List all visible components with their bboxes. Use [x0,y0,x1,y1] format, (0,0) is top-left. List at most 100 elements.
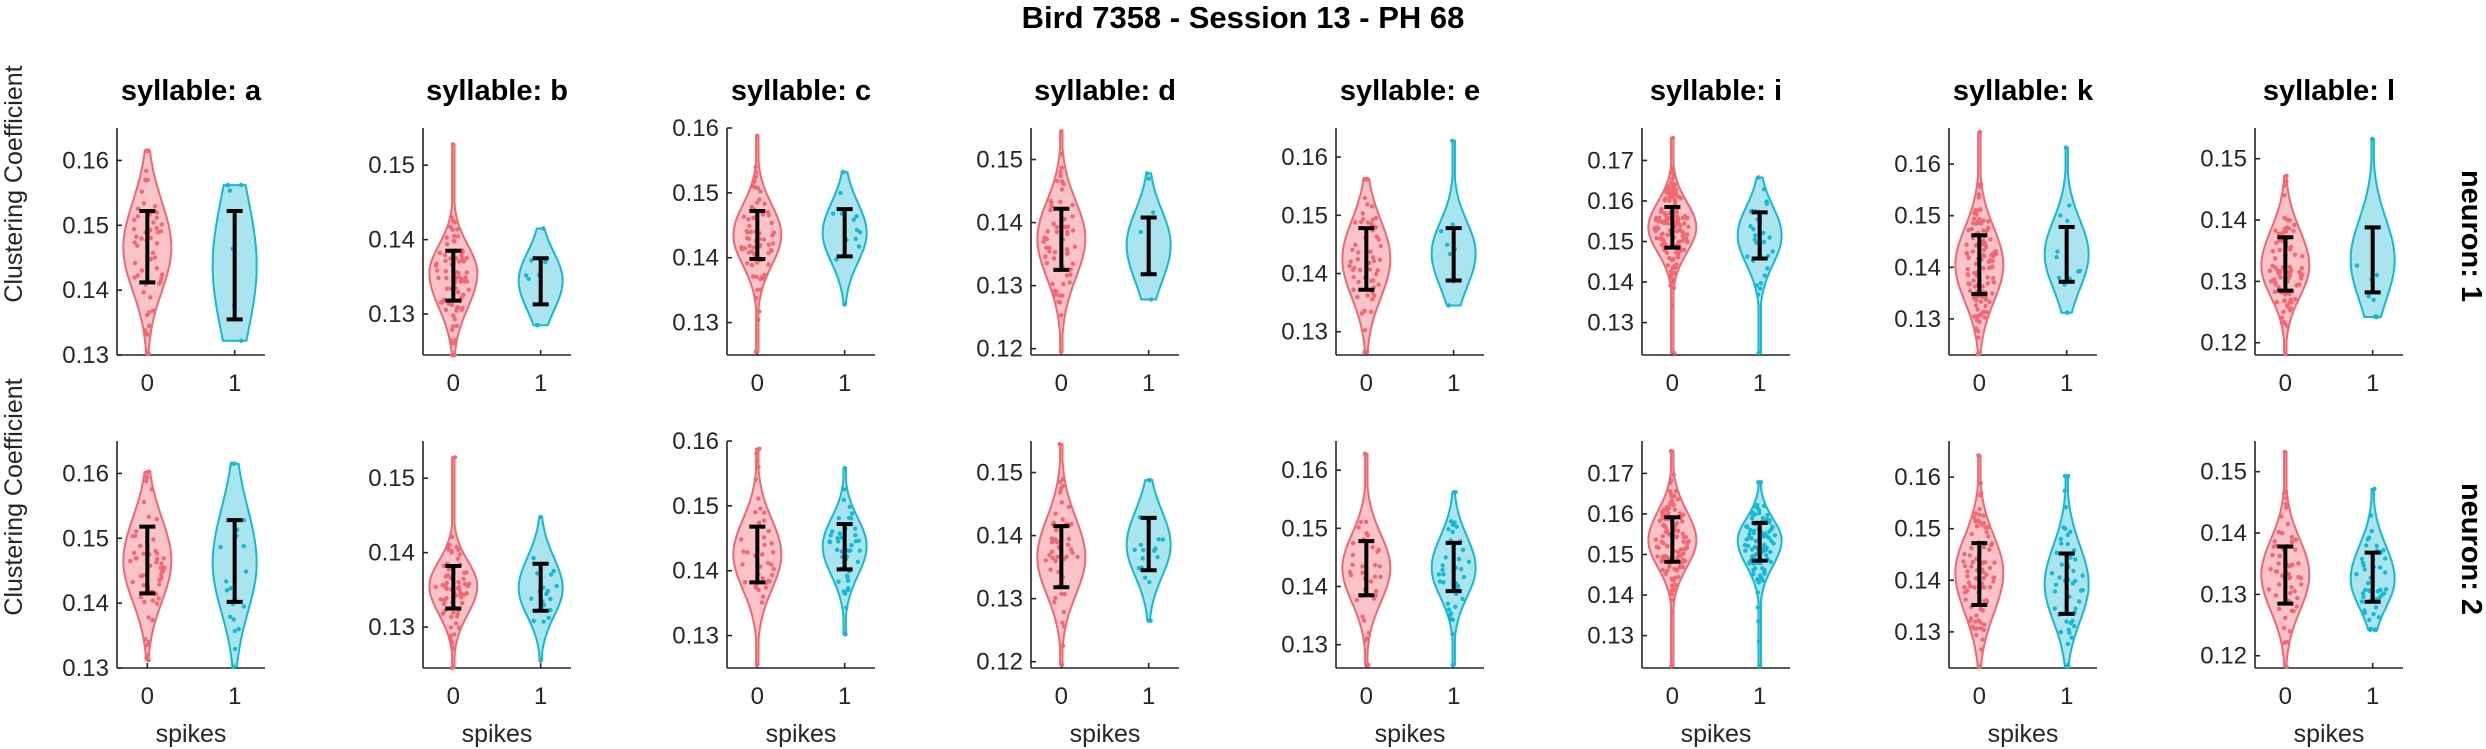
data-point [753,170,759,175]
data-point [450,324,456,329]
data-point [462,581,467,587]
data-point [2276,561,2281,566]
data-point [1980,310,1985,315]
data-point [152,204,158,209]
data-point [1466,559,1472,564]
data-point [1982,585,1987,590]
data-point [149,487,154,492]
data-point [1671,472,1676,477]
y-tick-label: 0.17 [1587,147,1634,174]
data-point [451,610,456,615]
data-point [1366,662,1371,668]
data-point [1686,539,1691,544]
data-point [1666,511,1671,516]
data-point [1979,647,1984,652]
data-point [741,214,746,219]
data-point [1668,269,1674,274]
data-point [154,517,159,522]
data-point [2072,624,2077,629]
data-point [436,275,441,281]
y-tick-label: 0.16 [1587,501,1634,528]
data-point [753,185,758,190]
data-point [1066,504,1072,510]
data-point [2068,555,2073,560]
data-point [1973,576,1979,581]
data-point [2270,248,2276,254]
data-point [448,633,453,638]
data-point [1369,221,1374,226]
data-point [757,309,762,314]
data-point [834,547,840,552]
data-point [756,520,762,525]
data-point [1661,237,1666,242]
data-point [2284,639,2290,645]
data-point [138,574,144,579]
row-label-neuron-1: neuron: 1 [2455,170,2486,302]
y-tick-label: 0.15 [1587,542,1634,569]
data-point [847,548,852,553]
panel-title: syllable: c [731,75,871,107]
data-point [548,596,553,602]
data-point [132,240,137,245]
scatter-spikes-1 [2054,145,2083,315]
data-point [2359,556,2365,562]
data-point [156,229,161,234]
data-point [1065,542,1071,547]
data-point [2372,486,2377,492]
data-point [771,566,776,572]
data-point [1377,257,1383,262]
data-point [2063,145,2069,150]
data-point [1669,449,1674,454]
y-tick-label: 0.13 [1587,310,1634,337]
data-point [1986,259,1992,264]
data-point [541,619,546,624]
errorbar-spikes-1 [2058,225,2075,284]
data-point [2280,531,2285,536]
y-tick-label: 0.13 [1894,619,1941,646]
data-point [855,559,861,565]
panel-b-neuron-1: syllable: b 0.13 0.14 0.15 0 1 [368,75,571,397]
data-point [1984,297,1989,302]
data-point [2266,587,2272,592]
data-point [1772,533,1778,538]
data-point [756,496,761,501]
data-point [161,556,166,561]
data-point [1673,188,1678,193]
data-point [1665,221,1671,226]
data-point [765,560,771,566]
data-point [440,611,446,616]
data-point [2287,300,2292,305]
data-point [1059,662,1065,667]
data-point [2274,240,2279,246]
data-point [843,591,848,596]
data-point [1754,283,1759,288]
data-point [753,509,758,515]
data-point [150,250,156,256]
data-point [1072,244,1078,249]
data-point [1757,573,1763,578]
errorbar-spikes-1 [836,522,853,572]
data-point [1460,596,1465,602]
data-point [2287,218,2292,223]
data-point [1680,215,1686,220]
data-point [2058,213,2063,218]
data-point [1975,318,1980,323]
data-point [856,244,862,249]
scatter-spikes-1 [1132,477,1166,623]
data-point [1984,529,1989,535]
data-point [841,497,847,503]
data-point [1669,587,1675,593]
data-point [853,236,858,242]
data-point [1057,293,1062,298]
data-point [1060,477,1066,482]
data-point [1059,187,1065,192]
errorbar-spikes-1 [1751,210,1768,261]
data-point [2063,505,2069,510]
data-point [146,615,151,620]
data-point [160,272,165,277]
data-point [2293,547,2298,552]
data-point [1353,242,1358,247]
data-point [452,317,457,322]
data-point [1668,170,1674,175]
